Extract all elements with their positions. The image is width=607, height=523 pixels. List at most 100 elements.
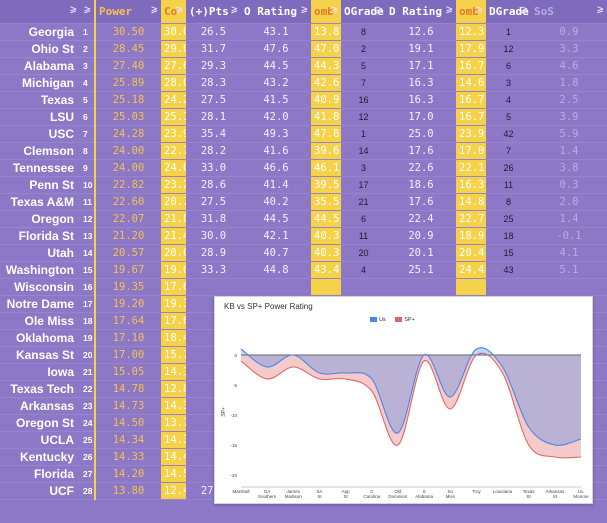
cell-rank[interactable]: 20 <box>80 346 95 364</box>
filter-icon[interactable]: ⩾ <box>175 5 183 15</box>
cell-rank[interactable]: 21 <box>80 363 95 381</box>
cell-co[interactable]: 18.4 <box>161 329 186 347</box>
cell-co[interactable]: 12.4 <box>161 482 186 500</box>
cell-team[interactable]: Alabama <box>0 57 80 75</box>
cell-comb2[interactable]: 23.9 <box>456 125 486 143</box>
chart-panel[interactable]: 0 -5 -10 -15 -20 SP+ Marshall GA Southern James Ma… <box>214 296 593 504</box>
cell-co[interactable]: 19.3 <box>161 295 186 313</box>
cell-sos[interactable]: 0.3 <box>531 176 607 194</box>
cell-comb1[interactable]: 47.8 <box>311 125 341 143</box>
cell-dgrade[interactable]: 3 <box>486 74 531 92</box>
cell-ograde[interactable]: 4 <box>341 261 386 279</box>
cell-comb1[interactable]: 39.5 <box>311 176 341 194</box>
table-row[interactable]: Tennessee924.0024.033.046.646.1322.622.1… <box>0 159 607 177</box>
cell-power[interactable]: 17.00 <box>94 346 161 364</box>
cell-co[interactable]: 12.8 <box>161 380 186 398</box>
cell-dgrade[interactable]: 7 <box>486 142 531 160</box>
cell-co[interactable]: 14.5 <box>161 465 186 483</box>
cell-rank[interactable]: 6 <box>80 108 95 126</box>
filter-icon[interactable]: ⩾ <box>150 5 158 15</box>
cell-team[interactable]: Utah <box>0 244 80 262</box>
cell-comb1[interactable]: 13.8 <box>311 23 341 41</box>
cell-team[interactable]: Kentucky <box>0 448 80 466</box>
column-header-sos[interactable]: SoS ⩾ <box>531 0 607 24</box>
cell-team[interactable]: Florida St <box>0 227 80 245</box>
filter-icon[interactable]: ⩾ <box>596 5 604 15</box>
cell-team[interactable]: Penn St <box>0 176 80 194</box>
cell-pts[interactable]: 35.4 <box>186 125 241 143</box>
column-header-dgrade[interactable]: DGrade ⩾ <box>486 0 531 24</box>
cell-dgrade[interactable]: 8 <box>486 193 531 211</box>
cell-co[interactable]: 29.0 <box>161 40 186 58</box>
cell-comb2[interactable]: 18.9 <box>456 227 486 245</box>
cell-dgrade[interactable]: 43 <box>486 261 531 279</box>
cell-dgrade[interactable]: 42 <box>486 125 531 143</box>
cell-power[interactable]: 25.18 <box>94 91 161 109</box>
cell-power[interactable]: 28.45 <box>94 40 161 58</box>
cell-co[interactable]: 24.0 <box>161 159 186 177</box>
cell-dgrade[interactable]: 4 <box>486 91 531 109</box>
cell-comb2[interactable] <box>456 278 486 296</box>
cell-sos[interactable]: 5.1 <box>531 261 607 279</box>
cell-sos[interactable]: 4.6 <box>531 57 607 75</box>
cell-drating[interactable]: 17.1 <box>386 57 456 75</box>
cell-sos[interactable]: -0.1 <box>531 227 607 245</box>
cell-ograde[interactable]: 8 <box>341 23 386 41</box>
column-header-orating[interactable]: O Rating ⩾ <box>241 0 311 24</box>
cell-co[interactable]: 22.7 <box>161 142 186 160</box>
cell-sos[interactable]: 1.4 <box>531 210 607 228</box>
cell-rank[interactable]: 9 <box>80 159 95 177</box>
cell-team[interactable]: Kansas St <box>0 346 80 364</box>
cell-team[interactable]: UCLA <box>0 431 80 449</box>
cell-comb2[interactable]: 14.6 <box>456 74 486 92</box>
cell-drating[interactable]: 22.6 <box>386 159 456 177</box>
cell-rank[interactable]: 25 <box>80 431 95 449</box>
cell-power[interactable]: 21.20 <box>94 227 161 245</box>
cell-pts[interactable]: 26.5 <box>186 23 241 41</box>
table-row[interactable]: Michigan425.8928.028.343.242.6716.314.63… <box>0 74 607 92</box>
cell-comb1[interactable]: 39.6 <box>311 142 341 160</box>
cell-drating[interactable]: 25.1 <box>386 261 456 279</box>
cell-rank[interactable]: 12 <box>80 210 95 228</box>
cell-drating[interactable]: 20.9 <box>386 227 456 245</box>
cell-power[interactable]: 14.33 <box>94 448 161 466</box>
cell-rank[interactable]: 5 <box>80 91 95 109</box>
cell-ograde[interactable]: 14 <box>341 142 386 160</box>
table-row[interactable]: Georgia130.5030.026.543.113.8812.612.310… <box>0 23 607 41</box>
cell-co[interactable]: 28.0 <box>161 74 186 92</box>
cell-comb1[interactable]: 41.8 <box>311 108 341 126</box>
cell-orating[interactable]: 47.6 <box>241 40 311 58</box>
column-header-rank[interactable]: ⩾ <box>80 0 95 24</box>
cell-comb2[interactable]: 22.1 <box>456 159 486 177</box>
cell-pts[interactable]: 33.3 <box>186 261 241 279</box>
cell-co[interactable]: 27.6 <box>161 57 186 75</box>
cell-dgrade[interactable]: 1 <box>486 23 531 41</box>
cell-co[interactable]: 14.4 <box>161 448 186 466</box>
cell-ograde[interactable]: 20 <box>341 244 386 262</box>
column-header-co[interactable]: Co ⩾ <box>161 0 186 24</box>
cell-team[interactable]: Tennessee <box>0 159 80 177</box>
cell-comb1[interactable] <box>311 278 341 296</box>
cell-pts[interactable]: 27.5 <box>186 193 241 211</box>
cell-orating[interactable]: 42.0 <box>241 108 311 126</box>
cell-ograde[interactable]: 2 <box>341 40 386 58</box>
filter-icon[interactable]: ⩾ <box>475 5 483 15</box>
cell-ograde[interactable]: 12 <box>341 108 386 126</box>
cell-orating[interactable]: 44.5 <box>241 57 311 75</box>
cell-power[interactable]: 24.28 <box>94 125 161 143</box>
cell-orating[interactable]: 41.4 <box>241 176 311 194</box>
cell-co[interactable]: 15.7 <box>161 346 186 364</box>
cell-co[interactable]: 14.3 <box>161 397 186 415</box>
cell-ograde[interactable]: 5 <box>341 57 386 75</box>
cell-drating[interactable]: 16.3 <box>386 91 456 109</box>
cell-comb2[interactable]: 16.7 <box>456 57 486 75</box>
cell-team[interactable]: Washington <box>0 261 80 279</box>
cell-rank[interactable]: 18 <box>80 312 95 330</box>
cell-rank[interactable]: 14 <box>80 244 95 262</box>
cell-rank[interactable]: 4 <box>80 74 95 92</box>
cell-pts[interactable]: 28.6 <box>186 176 241 194</box>
table-row[interactable]: Washington1519.6719.033.344.843.4425.124… <box>0 261 607 279</box>
cell-rank[interactable]: 3 <box>80 57 95 75</box>
